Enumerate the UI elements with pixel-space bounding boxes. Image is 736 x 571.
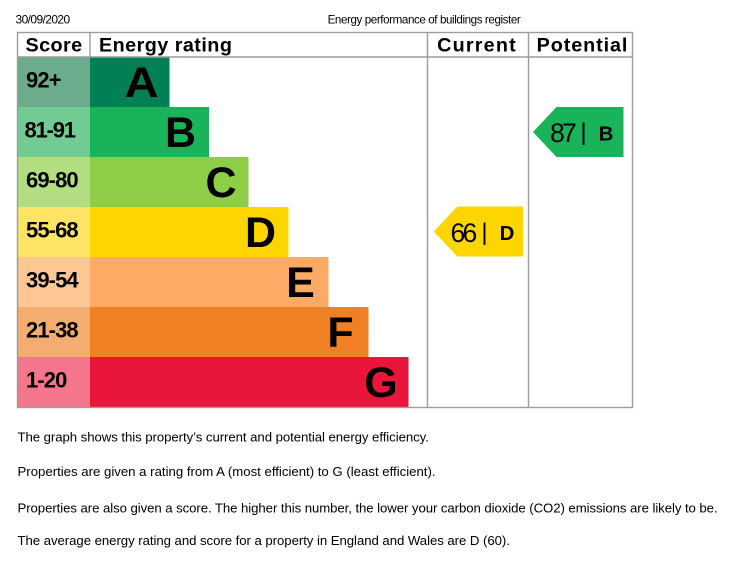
svg-text:Potential: Potential [537,34,629,56]
svg-text:Properties are given a rating: Properties are given a rating from A (mo… [18,464,436,479]
svg-text:Properties are also given a sc: Properties are also given a score. The h… [18,501,718,516]
svg-text:B: B [165,109,196,157]
svg-text:The average energy rating and: The average energy rating and score for … [18,533,510,548]
svg-text:F: F [327,309,353,357]
svg-text:21-38: 21-38 [26,318,78,343]
svg-text:81-91: 81-91 [25,118,76,143]
svg-text:E: E [286,259,315,307]
svg-text:Score: Score [26,34,83,56]
svg-text:39-54: 39-54 [26,268,79,293]
svg-text:A: A [125,59,159,107]
svg-text:69-80: 69-80 [26,168,78,193]
svg-text:C: C [205,159,236,207]
svg-text:30/09/2020: 30/09/2020 [16,12,71,26]
svg-text:B: B [599,123,614,145]
svg-text:1-20: 1-20 [26,368,67,393]
svg-text:55-68: 55-68 [26,218,78,243]
svg-text:D: D [245,209,276,257]
svg-text:The graph shows this property’: The graph shows this property’s current … [18,430,429,445]
svg-text:Current: Current [437,34,517,56]
svg-text:Energy rating: Energy rating [99,34,232,56]
svg-text:66: 66 [451,218,477,248]
svg-text:D: D [500,223,515,245]
svg-text:92+: 92+ [26,68,61,93]
svg-text:|: | [580,119,586,146]
svg-text:|: | [481,219,487,246]
svg-text:87: 87 [550,118,576,148]
svg-text:Energy performance of building: Energy performance of buildings register [328,13,521,26]
svg-text:G: G [364,359,397,407]
